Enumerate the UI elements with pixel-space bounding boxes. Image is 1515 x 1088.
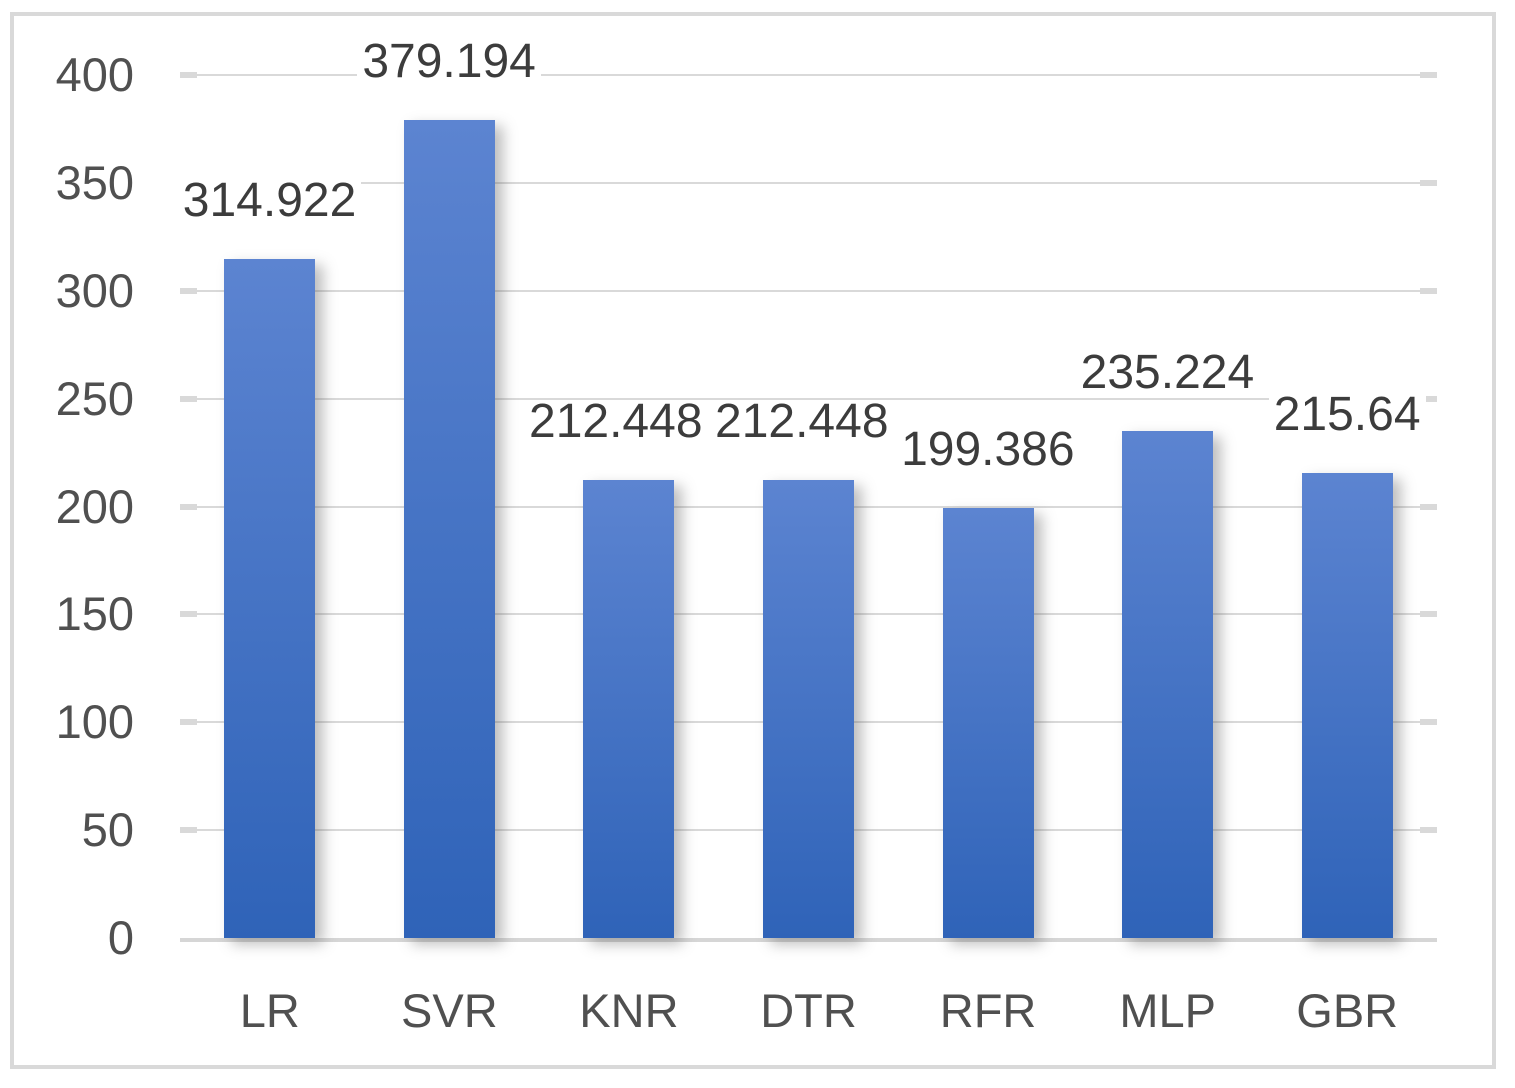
data-label: 235.224: [1075, 348, 1260, 396]
data-label: 212.448: [710, 397, 894, 445]
x-axis-category-label: RFR: [939, 984, 1037, 1037]
y-axis-tick-label: 50: [81, 803, 134, 857]
y-axis-tick-label: 0: [107, 911, 134, 964]
bar-dtr: [763, 479, 854, 938]
x-axis-category-label: KNR: [579, 984, 679, 1037]
gridline: [180, 287, 1437, 294]
bar-svr: [403, 119, 495, 938]
gridline: [180, 72, 1437, 78]
x-axis-category-label: MLP: [1119, 984, 1216, 1037]
data-label: 212.448: [524, 397, 708, 445]
y-axis-tick-label: 200: [55, 479, 134, 533]
x-axis-category-label: LR: [239, 984, 300, 1037]
chart-frame: [10, 12, 1496, 1069]
y-axis-tick-label: 350: [55, 155, 134, 209]
bar-gbr: [1301, 472, 1393, 938]
data-label: 199.386: [896, 425, 1080, 473]
bar-knr: [583, 479, 675, 938]
y-axis-tick-label: 100: [55, 695, 134, 749]
bar-rfr: [942, 507, 1034, 938]
bar-mlp: [1122, 430, 1214, 938]
data-label: 379.194: [357, 37, 541, 85]
y-axis-tick-label: 300: [55, 263, 134, 317]
x-axis-line: [180, 938, 1437, 942]
data-label: 215.64: [1268, 390, 1426, 438]
x-axis-category-label: DTR: [760, 984, 857, 1037]
y-axis-tick-label: 150: [55, 587, 134, 641]
x-axis-category-label: SVR: [401, 984, 498, 1037]
bar-lr: [224, 258, 316, 938]
y-axis-tick-label: 400: [55, 48, 134, 101]
gridline: [180, 395, 1437, 402]
data-label: 314.922: [177, 176, 362, 224]
y-axis-tick-label: 250: [55, 371, 134, 425]
x-axis-category-label: GBR: [1296, 984, 1399, 1037]
gridline: [180, 179, 1437, 186]
